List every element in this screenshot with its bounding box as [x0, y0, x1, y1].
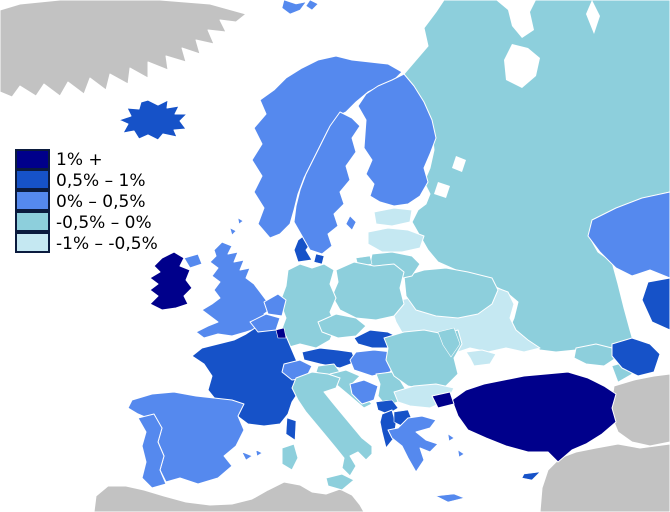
country-crimea: [465, 349, 497, 367]
country-azerbaijan: [611, 337, 661, 377]
country-iran: [609, 373, 670, 447]
country-latvia: [367, 227, 425, 253]
country-iceland: [118, 99, 188, 141]
country-balearic-islands: [241, 449, 263, 461]
legend-swatch-cat4: [15, 211, 50, 232]
country-georgia: [573, 343, 617, 367]
country-lake-onega: [452, 156, 466, 172]
country-moldova: [437, 327, 461, 358]
country-sardinia: [281, 443, 299, 471]
country-svalbard: [281, 0, 319, 15]
country-northern-isles: [229, 217, 244, 236]
country-czech-republic: [317, 313, 367, 339]
country-estonia: [373, 207, 413, 227]
country-crete: [435, 493, 465, 503]
country-bosnia: [349, 379, 379, 405]
country-turkey-thrace: [431, 391, 455, 409]
country-white-sea-south: [504, 44, 540, 88]
country-lake-ladoga: [434, 182, 450, 198]
country-greenland: [0, 0, 247, 98]
country-novaya-zemlya-strait: [586, 0, 600, 34]
country-germany: [279, 263, 337, 349]
legend-swatch-cat5: [15, 232, 50, 253]
legend-label: -0,5% – 0%: [56, 212, 152, 233]
legend-label: 0,5% – 1%: [56, 170, 146, 191]
country-aegean-islands: [447, 433, 465, 458]
country-luxembourg: [275, 327, 287, 339]
legend-label: 0% – 0,5%: [56, 191, 146, 212]
country-sicily: [325, 473, 355, 491]
legend-item: 0,5% – 1%: [15, 169, 158, 191]
legend-item: 0% – 0,5%: [15, 190, 158, 212]
legend-swatch-cat3: [15, 190, 50, 211]
country-finland: [357, 73, 437, 207]
country-italy: [291, 371, 373, 477]
legend-swatch-cat1: [15, 149, 50, 170]
country-northern-ireland: [183, 253, 203, 269]
country-romania: [383, 329, 463, 391]
legend-item: -0,5% – 0%: [15, 211, 158, 233]
country-cyprus: [521, 471, 541, 481]
country-turkmenistan: [641, 277, 670, 331]
country-kazakhstan: [587, 191, 670, 279]
country-turkey: [451, 371, 617, 463]
country-netherlands: [263, 293, 287, 317]
country-white-sea-north: [496, 0, 536, 38]
country-sweden: [293, 111, 361, 255]
legend-item: -1% – -0,5%: [15, 232, 158, 254]
legend: 1% + 0,5% – 1% 0% – 0,5% -0,5% – 0% -1% …: [15, 149, 158, 254]
country-corsica: [285, 417, 297, 441]
country-denmark-islands: [313, 253, 325, 265]
legend-label: -1% – -0,5%: [56, 233, 158, 254]
country-north-africa: [93, 481, 365, 512]
legend-item: 1% +: [15, 149, 158, 170]
country-middle-east: [539, 443, 670, 512]
country-belgium: [249, 313, 281, 333]
country-greece: [387, 415, 439, 473]
country-united-kingdom: [195, 241, 273, 339]
country-portugal: [137, 413, 167, 489]
country-poland: [331, 261, 405, 321]
legend-swatch-cat2: [15, 169, 50, 190]
legend-label: 1% +: [56, 149, 103, 170]
country-ireland: [149, 251, 193, 311]
country-belarus: [403, 267, 499, 319]
country-gotland: [345, 215, 357, 231]
